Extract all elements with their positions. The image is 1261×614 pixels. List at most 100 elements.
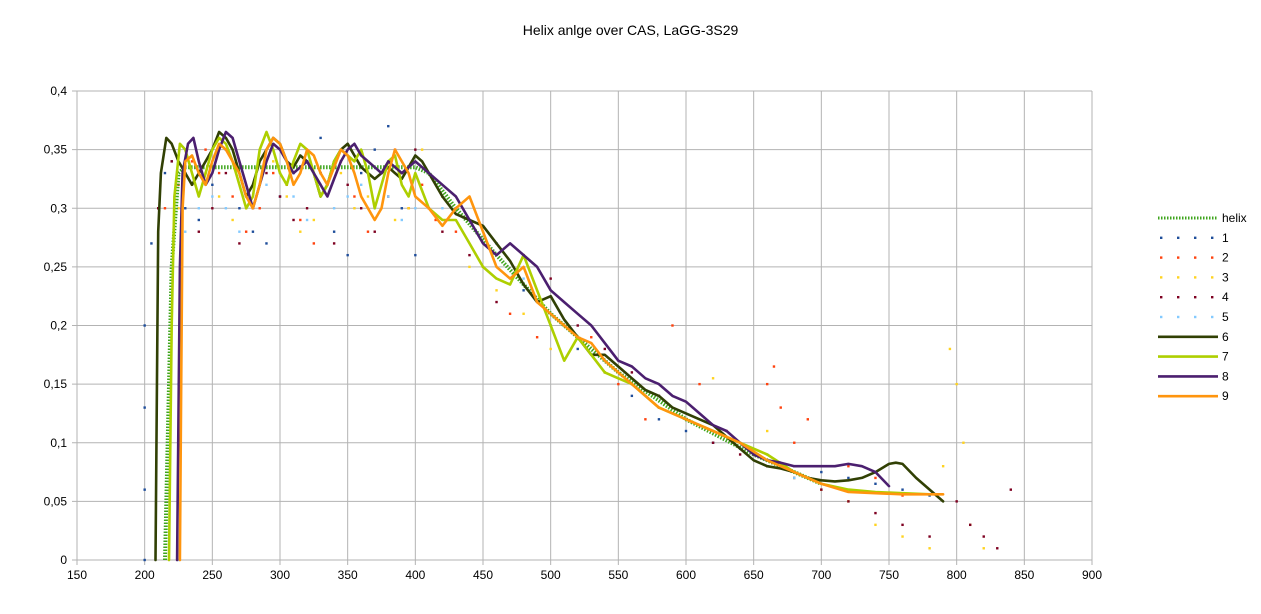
data-point [738, 453, 742, 456]
data-point [373, 148, 376, 151]
data-point [468, 265, 471, 269]
data-point [847, 465, 850, 468]
legend-label: 1 [1222, 231, 1229, 245]
data-point [644, 418, 647, 421]
data-point [360, 171, 363, 175]
data-point [346, 253, 349, 257]
series-helix [163, 165, 823, 561]
data-point [366, 230, 370, 233]
data-point [468, 253, 471, 257]
legend-label: 3 [1222, 270, 1229, 284]
y-tick-label: 0,4 [50, 84, 67, 98]
data-point [779, 406, 782, 409]
data-point [312, 242, 316, 245]
data-point [772, 365, 776, 368]
data-point [353, 207, 356, 210]
x-tick-label: 300 [270, 568, 290, 582]
data-point [847, 476, 850, 480]
data-point [441, 230, 444, 233]
data-point [400, 207, 403, 210]
data-point [576, 324, 579, 327]
x-tick-label: 400 [405, 568, 425, 582]
data-point [143, 406, 146, 409]
data-point [373, 230, 376, 233]
x-tick-label: 250 [202, 568, 222, 582]
data-point [982, 535, 985, 538]
data-point [617, 382, 620, 386]
data-point [766, 382, 769, 386]
legend-item-5: 5 [1160, 310, 1229, 324]
data-point [143, 324, 146, 327]
data-point [535, 336, 539, 339]
data-point [420, 183, 424, 186]
data-point [955, 500, 958, 503]
data-point [360, 183, 363, 186]
data-point [332, 230, 336, 233]
data-point [244, 230, 248, 233]
legend-item-6: 6 [1158, 330, 1229, 344]
data-point [793, 476, 796, 480]
data-point [265, 183, 268, 186]
data-point [901, 523, 904, 527]
data-point [150, 242, 153, 245]
data-point [874, 482, 877, 485]
data-point [948, 347, 952, 351]
data-point [522, 277, 525, 280]
series-line [163, 165, 823, 561]
legend-swatch [1160, 276, 1163, 279]
legend-item-4: 4 [1160, 290, 1229, 304]
data-point [508, 312, 512, 315]
y-tick-label: 0,3 [50, 201, 67, 215]
data-point [387, 124, 390, 128]
data-point [928, 535, 931, 538]
data-point [874, 476, 877, 480]
data-point [299, 218, 302, 222]
legend-swatch [1160, 315, 1163, 319]
axes: 0 0,05 0,1 0,15 0,2 0,25 0,3 0,35 0,4 150 200 250 30… [44, 84, 1103, 582]
series-1 [143, 124, 931, 562]
legend-item-3: 3 [1160, 270, 1229, 284]
legend-swatch [1194, 236, 1197, 239]
data-point [806, 418, 809, 421]
data-point [265, 242, 268, 245]
data-point [1009, 488, 1012, 491]
data-point [603, 347, 606, 351]
legend-swatch [1211, 236, 1214, 239]
data-point [305, 218, 309, 222]
data-point [820, 470, 823, 474]
data-point [414, 207, 417, 210]
data-point [312, 218, 316, 222]
legend-item-7: 7 [1158, 350, 1229, 364]
data-point [962, 441, 965, 444]
legend-label: 2 [1222, 251, 1229, 265]
data-point [434, 218, 437, 222]
data-point [292, 218, 295, 222]
data-point [353, 195, 356, 198]
legend-label: 9 [1222, 389, 1229, 403]
data-point [590, 336, 593, 339]
data-point [238, 207, 241, 210]
y-tick-label: 0,25 [44, 260, 68, 274]
legend-item-1: 1 [1160, 231, 1229, 245]
series-9 [178, 136, 945, 562]
series-6 [154, 130, 945, 562]
data-point [177, 207, 180, 210]
data-point [387, 195, 390, 198]
x-tick-label: 650 [744, 568, 764, 582]
data-point [941, 465, 945, 468]
data-point [272, 160, 275, 163]
data-point [197, 230, 200, 233]
data-point [407, 207, 410, 210]
x-tick-label: 550 [608, 568, 628, 582]
data-point [292, 195, 295, 198]
y-tick-label: 0 [60, 553, 67, 567]
data-point [928, 547, 931, 550]
data-point [184, 230, 187, 233]
y-tick-label: 0,05 [44, 494, 68, 508]
x-tick-label: 500 [541, 568, 561, 582]
legend-swatch [1211, 276, 1214, 279]
legend-swatch [1177, 296, 1180, 299]
data-point [197, 218, 200, 222]
legend-label: 7 [1222, 350, 1229, 364]
data-point [278, 195, 282, 198]
